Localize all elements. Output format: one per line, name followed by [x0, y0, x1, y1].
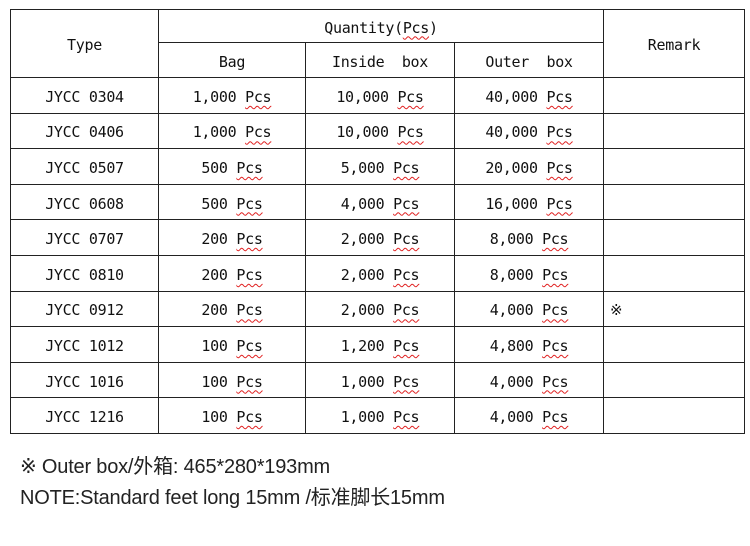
table-row: JYCC 1012 100 Pcs 1,200 Pcs 4,800 Pcs	[10, 326, 745, 363]
cell-outer: 4,000 Pcs	[454, 361, 604, 399]
cell-type: JYCC 0406	[10, 112, 159, 150]
header-outer-box: Outer box	[454, 42, 604, 78]
note-standard-feet: NOTE:Standard feet long 15mm /标准脚长15mm	[20, 487, 445, 509]
cell-remark: ※	[603, 290, 745, 328]
table-row: JYCC 0304 1,000 Pcs 10,000 Pcs 40,000 Pcs	[10, 77, 745, 114]
cell-bag: 1,000 Pcs	[158, 77, 306, 114]
table-row: JYCC 1216 100 Pcs 1,000 Pcs 4,000 Pcs	[10, 397, 745, 434]
cell-type: JYCC 1216	[10, 397, 159, 434]
cell-inside: 2,000 Pcs	[305, 254, 455, 292]
cell-outer: 4,000 Pcs	[454, 397, 604, 434]
cell-bag: 200 Pcs	[158, 219, 306, 256]
cell-remark	[603, 148, 745, 185]
notes: ※ Outer box/外箱: 465*280*193mm NOTE:Stand…	[20, 452, 445, 514]
cell-type: JYCC 0507	[10, 148, 159, 185]
cell-remark	[603, 219, 745, 256]
header-quantity: Quantity(Pcs)	[158, 9, 604, 43]
quantity-table: Type Quantity(Pcs) Remark Bag Inside box…	[10, 9, 745, 434]
cell-type: JYCC 1016	[10, 361, 159, 399]
cell-inside: 4,000 Pcs	[305, 183, 455, 221]
cell-remark	[603, 326, 745, 363]
table-row: JYCC 1016 100 Pcs 1,000 Pcs 4,000 Pcs	[10, 361, 745, 399]
header-inside-box: Inside box	[305, 42, 455, 78]
cell-type: JYCC 0810	[10, 254, 159, 292]
cell-remark	[603, 397, 745, 434]
cell-remark	[603, 112, 745, 150]
cell-bag: 200 Pcs	[158, 290, 306, 328]
table-row: JYCC 0810 200 Pcs 2,000 Pcs 8,000 Pcs	[10, 254, 745, 292]
cell-remark	[603, 254, 745, 292]
cell-outer: 8,000 Pcs	[454, 254, 604, 292]
cell-inside: 1,000 Pcs	[305, 361, 455, 399]
cell-inside: 1,000 Pcs	[305, 397, 455, 434]
cell-bag: 1,000 Pcs	[158, 112, 306, 150]
table-row: JYCC 0912 200 Pcs 2,000 Pcs 4,000 Pcs ※	[10, 290, 745, 328]
cell-remark	[603, 77, 745, 114]
cell-bag: 100 Pcs	[158, 397, 306, 434]
header-type: Type	[10, 9, 159, 78]
cell-outer: 40,000 Pcs	[454, 77, 604, 114]
cell-inside: 2,000 Pcs	[305, 219, 455, 256]
cell-type: JYCC 1012	[10, 326, 159, 363]
note-outer-box: ※ Outer box/外箱: 465*280*193mm	[20, 456, 331, 478]
cell-type: JYCC 0608	[10, 183, 159, 221]
cell-inside: 10,000 Pcs	[305, 77, 455, 114]
cell-bag: 100 Pcs	[158, 361, 306, 399]
cell-outer: 4,800 Pcs	[454, 326, 604, 363]
header-bag: Bag	[158, 42, 306, 78]
table-row: JYCC 0406 1,000 Pcs 10,000 Pcs 40,000 Pcs	[10, 112, 745, 150]
cell-inside: 5,000 Pcs	[305, 148, 455, 185]
cell-bag: 200 Pcs	[158, 254, 306, 292]
table-row: JYCC 0608 500 Pcs 4,000 Pcs 16,000 Pcs	[10, 183, 745, 221]
cell-type: JYCC 0707	[10, 219, 159, 256]
cell-type: JYCC 0912	[10, 290, 159, 328]
header-remark: Remark	[603, 9, 745, 78]
cell-inside: 1,200 Pcs	[305, 326, 455, 363]
cell-type: JYCC 0304	[10, 77, 159, 114]
cell-outer: 16,000 Pcs	[454, 183, 604, 221]
cell-inside: 2,000 Pcs	[305, 290, 455, 328]
cell-outer: 40,000 Pcs	[454, 112, 604, 150]
cell-remark	[603, 361, 745, 399]
cell-bag: 100 Pcs	[158, 326, 306, 363]
cell-inside: 10,000 Pcs	[305, 112, 455, 150]
cell-outer: 8,000 Pcs	[454, 219, 604, 256]
cell-bag: 500 Pcs	[158, 183, 306, 221]
cell-bag: 500 Pcs	[158, 148, 306, 185]
cell-remark	[603, 183, 745, 221]
cell-outer: 4,000 Pcs	[454, 290, 604, 328]
cell-outer: 20,000 Pcs	[454, 148, 604, 185]
table-row: JYCC 0507 500 Pcs 5,000 Pcs 20,000 Pcs	[10, 148, 745, 185]
table-row: JYCC 0707 200 Pcs 2,000 Pcs 8,000 Pcs	[10, 219, 745, 256]
